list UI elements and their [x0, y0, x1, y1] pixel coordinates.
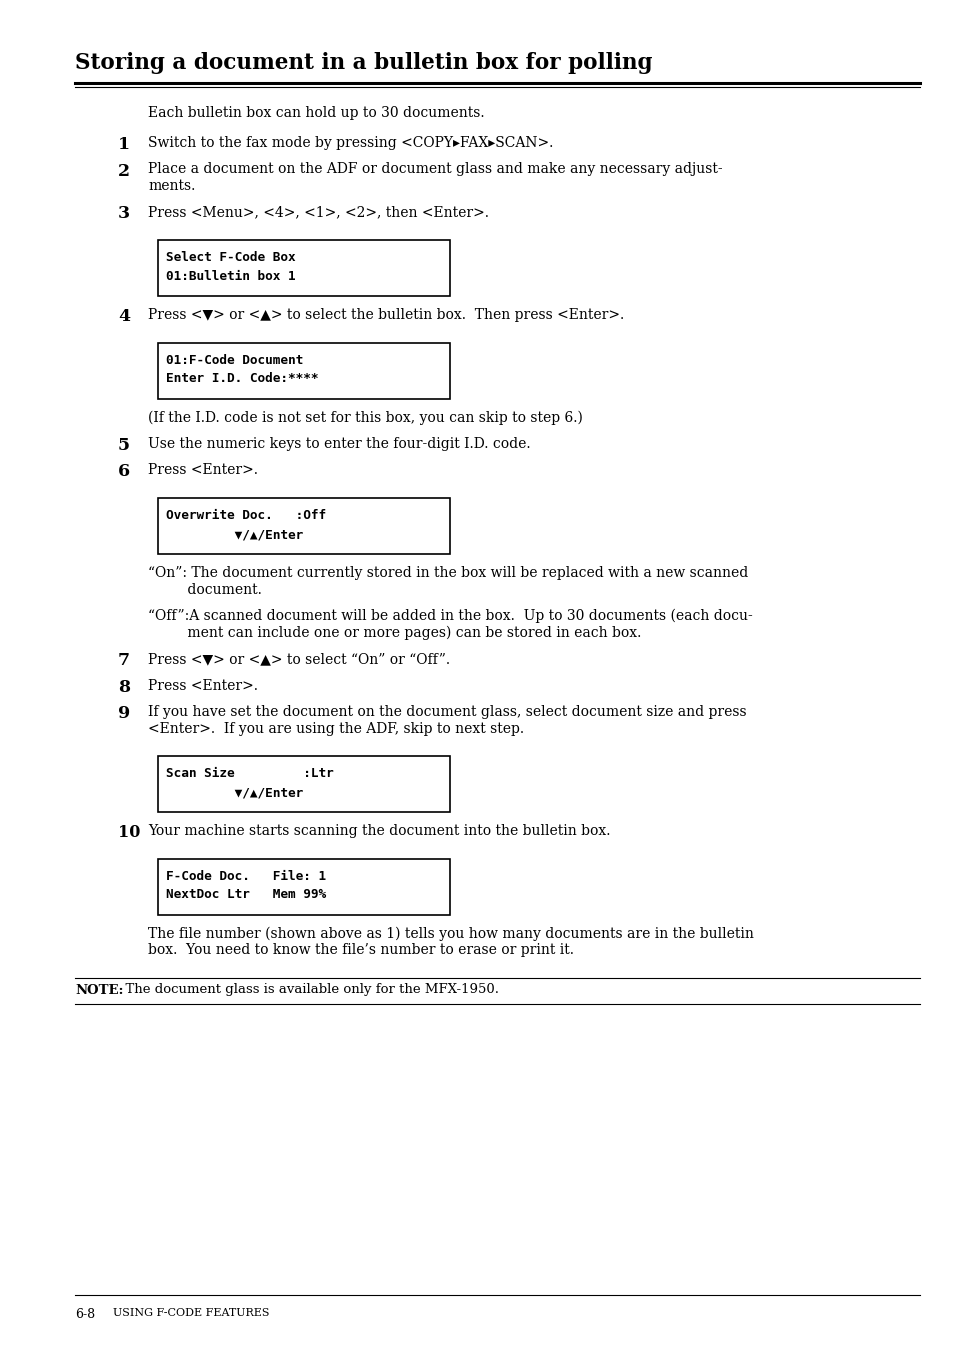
- Text: Press <Enter>.: Press <Enter>.: [148, 464, 257, 477]
- Text: ▼/▲/Enter: ▼/▲/Enter: [166, 786, 303, 799]
- Text: Press <▼> or <▲> to select “On” or “Off”.: Press <▼> or <▲> to select “On” or “Off”…: [148, 652, 450, 666]
- Text: document.: document.: [148, 582, 262, 597]
- Text: Switch to the fax mode by pressing <COPY▸FAX▸SCAN>.: Switch to the fax mode by pressing <COPY…: [148, 136, 553, 150]
- Text: Your machine starts scanning the document into the bulletin box.: Your machine starts scanning the documen…: [148, 824, 610, 838]
- Text: The file number (shown above as 1) tells you how many documents are in the bulle: The file number (shown above as 1) tells…: [148, 926, 753, 941]
- Text: <Enter>.  If you are using the ADF, skip to next step.: <Enter>. If you are using the ADF, skip …: [148, 721, 523, 736]
- Text: 4: 4: [118, 307, 130, 325]
- Text: Storing a document in a bulletin box for polling: Storing a document in a bulletin box for…: [75, 53, 652, 74]
- Text: Overwrite Doc.   :Off: Overwrite Doc. :Off: [166, 510, 326, 522]
- Text: 5: 5: [118, 437, 130, 454]
- Text: Press <▼> or <▲> to select the bulletin box.  Then press <Enter>.: Press <▼> or <▲> to select the bulletin …: [148, 307, 623, 322]
- Text: 9: 9: [118, 705, 131, 723]
- Text: Use the numeric keys to enter the four-digit I.D. code.: Use the numeric keys to enter the four-d…: [148, 437, 530, 452]
- Text: Press <Menu>, <4>, <1>, <2>, then <Enter>.: Press <Menu>, <4>, <1>, <2>, then <Enter…: [148, 205, 489, 220]
- Text: ▼/▲/Enter: ▼/▲/Enter: [166, 528, 303, 541]
- Text: Press <Enter>.: Press <Enter>.: [148, 678, 257, 693]
- Text: ment can include one or more pages) can be stored in each box.: ment can include one or more pages) can …: [148, 625, 640, 640]
- Text: (If the I.D. code is not set for this box, you can skip to step 6.): (If the I.D. code is not set for this bo…: [148, 411, 582, 425]
- FancyBboxPatch shape: [158, 240, 450, 297]
- FancyBboxPatch shape: [158, 859, 450, 914]
- Text: Place a document on the ADF or document glass and make any necessary adjust-: Place a document on the ADF or document …: [148, 163, 721, 177]
- Text: 6-8: 6-8: [75, 1308, 95, 1321]
- Text: Select F-Code Box: Select F-Code Box: [166, 251, 295, 264]
- FancyBboxPatch shape: [158, 342, 450, 399]
- Text: Each bulletin box can hold up to 30 documents.: Each bulletin box can hold up to 30 docu…: [148, 106, 484, 120]
- Text: The document glass is available only for the MFX-1950.: The document glass is available only for…: [117, 984, 498, 996]
- Text: “Off”:A scanned document will be added in the box.  Up to 30 documents (each doc: “Off”:A scanned document will be added i…: [148, 609, 752, 623]
- Text: NextDoc Ltr   Mem 99%: NextDoc Ltr Mem 99%: [166, 888, 326, 902]
- Text: 8: 8: [118, 678, 130, 696]
- Text: NOTE:: NOTE:: [75, 984, 123, 996]
- Text: “On”: The document currently stored in the box will be replaced with a new scann: “On”: The document currently stored in t…: [148, 566, 747, 580]
- Text: ments.: ments.: [148, 179, 195, 193]
- Text: 1: 1: [118, 136, 130, 154]
- FancyBboxPatch shape: [158, 756, 450, 811]
- Text: If you have set the document on the document glass, select document size and pre: If you have set the document on the docu…: [148, 705, 746, 718]
- Text: 01:Bulletin box 1: 01:Bulletin box 1: [166, 270, 295, 283]
- Text: Enter I.D. Code:****: Enter I.D. Code:****: [166, 372, 318, 386]
- Text: 01:F-Code Document: 01:F-Code Document: [166, 353, 303, 367]
- Text: F-Code Doc.   File: 1: F-Code Doc. File: 1: [166, 869, 326, 883]
- Text: 10: 10: [118, 824, 140, 841]
- Text: box.  You need to know the file’s number to erase or print it.: box. You need to know the file’s number …: [148, 944, 574, 957]
- Text: 6: 6: [118, 464, 130, 480]
- FancyBboxPatch shape: [158, 497, 450, 554]
- Text: Scan Size         :Ltr: Scan Size :Ltr: [166, 767, 334, 780]
- Text: 3: 3: [118, 205, 130, 222]
- Text: USING F-CODE FEATURES: USING F-CODE FEATURES: [112, 1308, 269, 1318]
- Text: 2: 2: [118, 163, 130, 179]
- Text: 7: 7: [118, 652, 130, 669]
